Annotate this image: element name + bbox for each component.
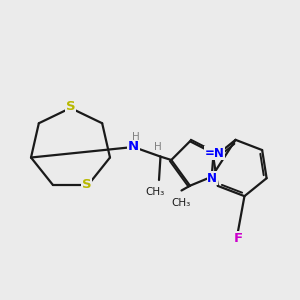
Text: F: F [233,232,242,245]
Text: H: H [154,142,162,152]
Text: S: S [66,100,75,113]
Text: S: S [82,178,92,191]
Text: =N: =N [205,147,225,160]
Text: CH₃: CH₃ [145,187,164,196]
Text: H: H [132,132,140,142]
Text: CH₃: CH₃ [172,198,191,208]
Text: N: N [207,172,217,185]
Text: N: N [128,140,139,154]
